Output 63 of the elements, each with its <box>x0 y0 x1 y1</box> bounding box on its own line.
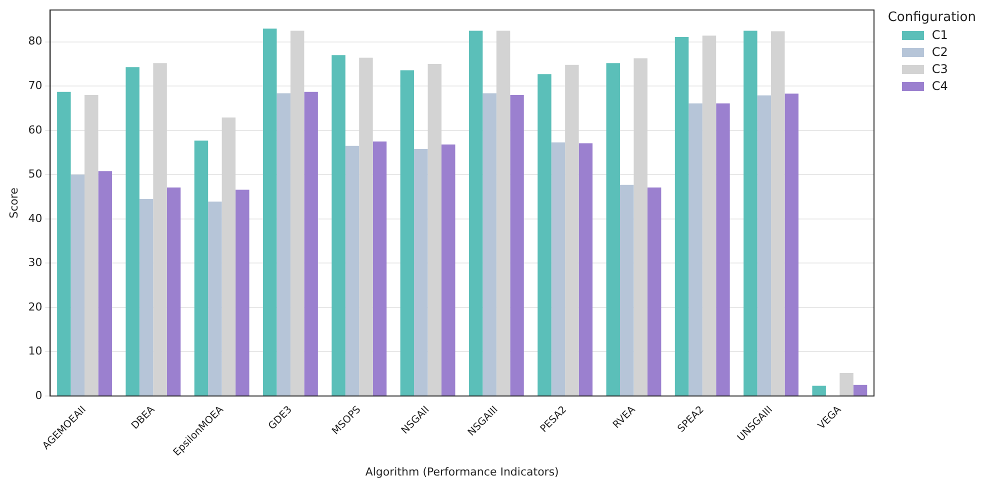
bar <box>276 93 290 396</box>
legend-title: Configuration <box>888 10 976 25</box>
bar <box>482 93 496 396</box>
bar <box>304 92 318 396</box>
bar <box>400 70 414 396</box>
y-tick-label: 60 <box>28 123 42 136</box>
bar <box>428 64 442 396</box>
bar <box>84 94 98 396</box>
bar <box>263 28 277 396</box>
bar <box>620 184 634 396</box>
bar <box>194 140 208 396</box>
bar <box>442 144 456 396</box>
bar <box>510 94 524 396</box>
bar <box>688 103 702 396</box>
bar <box>744 30 758 396</box>
y-tick-label: 80 <box>28 34 42 48</box>
legend-label: C1 <box>932 28 948 42</box>
bar <box>784 94 798 396</box>
bar <box>647 187 662 396</box>
y-tick-label: 10 <box>28 344 42 358</box>
x-axis-title: Algorithm (Performance Indicators) <box>365 465 559 478</box>
bar <box>551 142 566 396</box>
bar <box>840 372 854 396</box>
bar <box>126 67 140 396</box>
bar <box>757 95 772 396</box>
bar <box>674 37 689 396</box>
bar <box>771 31 785 396</box>
y-tick-label: 50 <box>28 168 42 181</box>
bar <box>359 58 373 396</box>
y-tick-label: 20 <box>28 300 42 314</box>
bar <box>139 199 154 396</box>
y-tick-label: 40 <box>28 212 42 225</box>
bar <box>208 202 222 396</box>
bar <box>290 30 304 396</box>
bar <box>153 63 167 396</box>
bar <box>332 55 346 396</box>
y-axis-title: Score <box>7 187 20 218</box>
bar <box>853 384 868 396</box>
bar <box>496 30 510 396</box>
bar <box>414 148 428 396</box>
bar <box>634 58 648 396</box>
bar <box>70 174 85 396</box>
y-tick-label: 30 <box>28 256 42 270</box>
legend-label: C2 <box>932 45 948 59</box>
bar <box>606 63 620 396</box>
bar <box>538 74 552 396</box>
bar <box>372 141 387 396</box>
bar <box>716 103 730 396</box>
bar <box>222 118 236 396</box>
legend-label: C3 <box>932 62 948 76</box>
bar <box>468 30 483 396</box>
bar <box>236 190 250 396</box>
bar <box>702 36 716 396</box>
bar <box>578 143 593 396</box>
bar <box>98 171 112 396</box>
bar <box>57 92 71 396</box>
bar <box>565 64 579 396</box>
y-tick-label: 0 <box>35 388 42 402</box>
bar <box>166 187 181 396</box>
bar <box>345 146 360 396</box>
legend-label: C4 <box>932 79 948 93</box>
bar <box>812 386 826 396</box>
y-tick-label: 70 <box>28 78 42 92</box>
